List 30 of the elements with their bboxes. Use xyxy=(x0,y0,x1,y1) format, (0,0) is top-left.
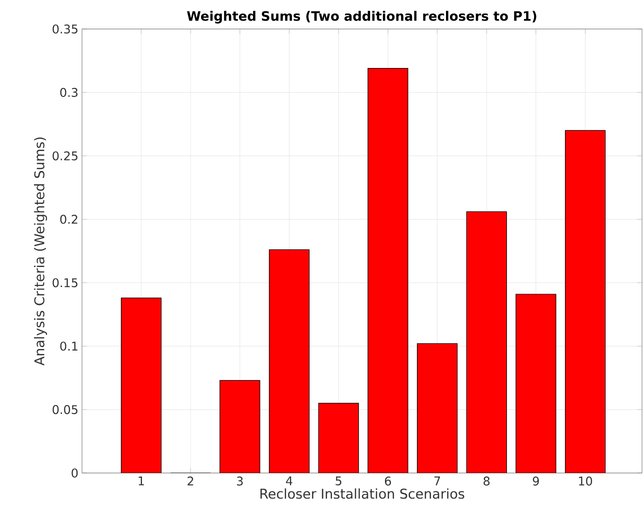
x-tick-label: 7 xyxy=(434,476,440,486)
y-tick-label: 0.25 xyxy=(52,151,78,160)
y-tick-label: 0.1 xyxy=(60,342,78,351)
x-tick-label: 2 xyxy=(188,476,194,486)
x-axis-title: Recloser Installation Scenarios xyxy=(260,488,464,499)
y-tick-label: 0 xyxy=(72,468,78,478)
x-tick-label: 1 xyxy=(138,476,144,486)
x-tick-label: 4 xyxy=(286,476,292,486)
chart-title: Weighted Sums (Two additional reclosers to P1) xyxy=(187,10,536,24)
y-tick-label: 0.15 xyxy=(52,278,78,288)
bar xyxy=(368,68,408,473)
bar xyxy=(269,250,310,473)
x-tick-label: 6 xyxy=(384,476,391,486)
y-tick-label: 0.35 xyxy=(52,24,78,34)
x-tick-label: 9 xyxy=(532,476,539,486)
bar xyxy=(318,403,359,473)
bar xyxy=(466,212,507,473)
y-tick-label: 0.3 xyxy=(60,88,78,97)
y-tick-label: 0.05 xyxy=(52,405,78,414)
x-tick-label: 5 xyxy=(336,476,342,486)
y-tick-label: 0.2 xyxy=(60,214,78,224)
bar xyxy=(220,380,260,473)
x-tick-label: 8 xyxy=(484,476,490,486)
y-axis-title: Analysis Criteria (Weighted Sums) xyxy=(34,138,48,366)
x-tick-label: 3 xyxy=(236,476,243,486)
bar xyxy=(564,130,606,473)
x-tick-label: 10 xyxy=(578,476,592,486)
bar xyxy=(121,298,162,473)
bar xyxy=(516,294,556,473)
bar xyxy=(417,344,458,473)
